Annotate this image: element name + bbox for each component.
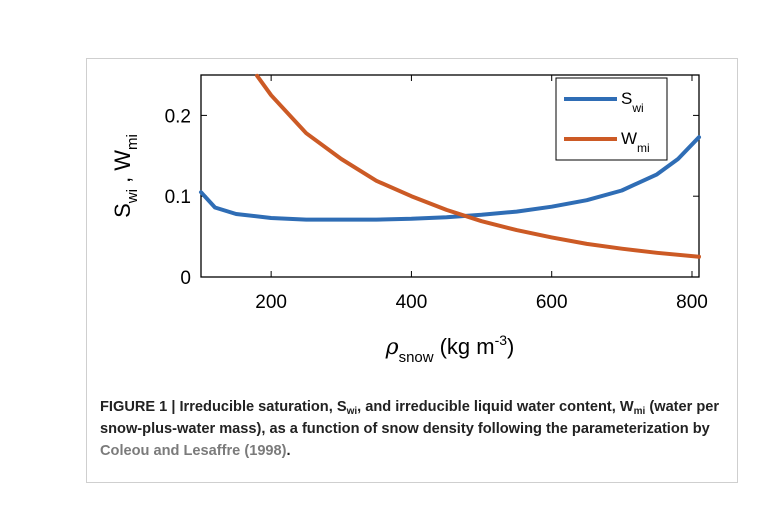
legend-label-wmi: Wmi bbox=[621, 129, 650, 155]
y-tick-label: 0 bbox=[180, 268, 191, 289]
y-axis-label: Swi , Wmi bbox=[110, 134, 141, 218]
citation-link[interactable]: Coleou and Lesaffre (1998) bbox=[100, 443, 287, 459]
chart: 200 400 600 800 0 0.1 0.2 Swi Wmi Swi , Wmi ρs… bbox=[110, 73, 708, 366]
x-tick-label: 800 bbox=[676, 292, 708, 313]
y-tick-label: 0.2 bbox=[165, 106, 191, 127]
x-axis-label: ρsnow (kg m-3) bbox=[385, 332, 515, 366]
x-tick-label: 600 bbox=[536, 292, 568, 313]
x-tick-label: 200 bbox=[255, 292, 287, 313]
legend: Swi Wmi bbox=[555, 77, 668, 161]
series-line-swi bbox=[199, 135, 701, 222]
series-line-wmi bbox=[255, 73, 701, 259]
figure-caption: FIGURE 1 | Irreducible saturation, Swi, … bbox=[100, 399, 720, 459]
legend-label-swi: Swi bbox=[621, 89, 644, 115]
x-tick-label: 400 bbox=[396, 292, 428, 313]
y-tick-label: 0.1 bbox=[165, 187, 191, 208]
